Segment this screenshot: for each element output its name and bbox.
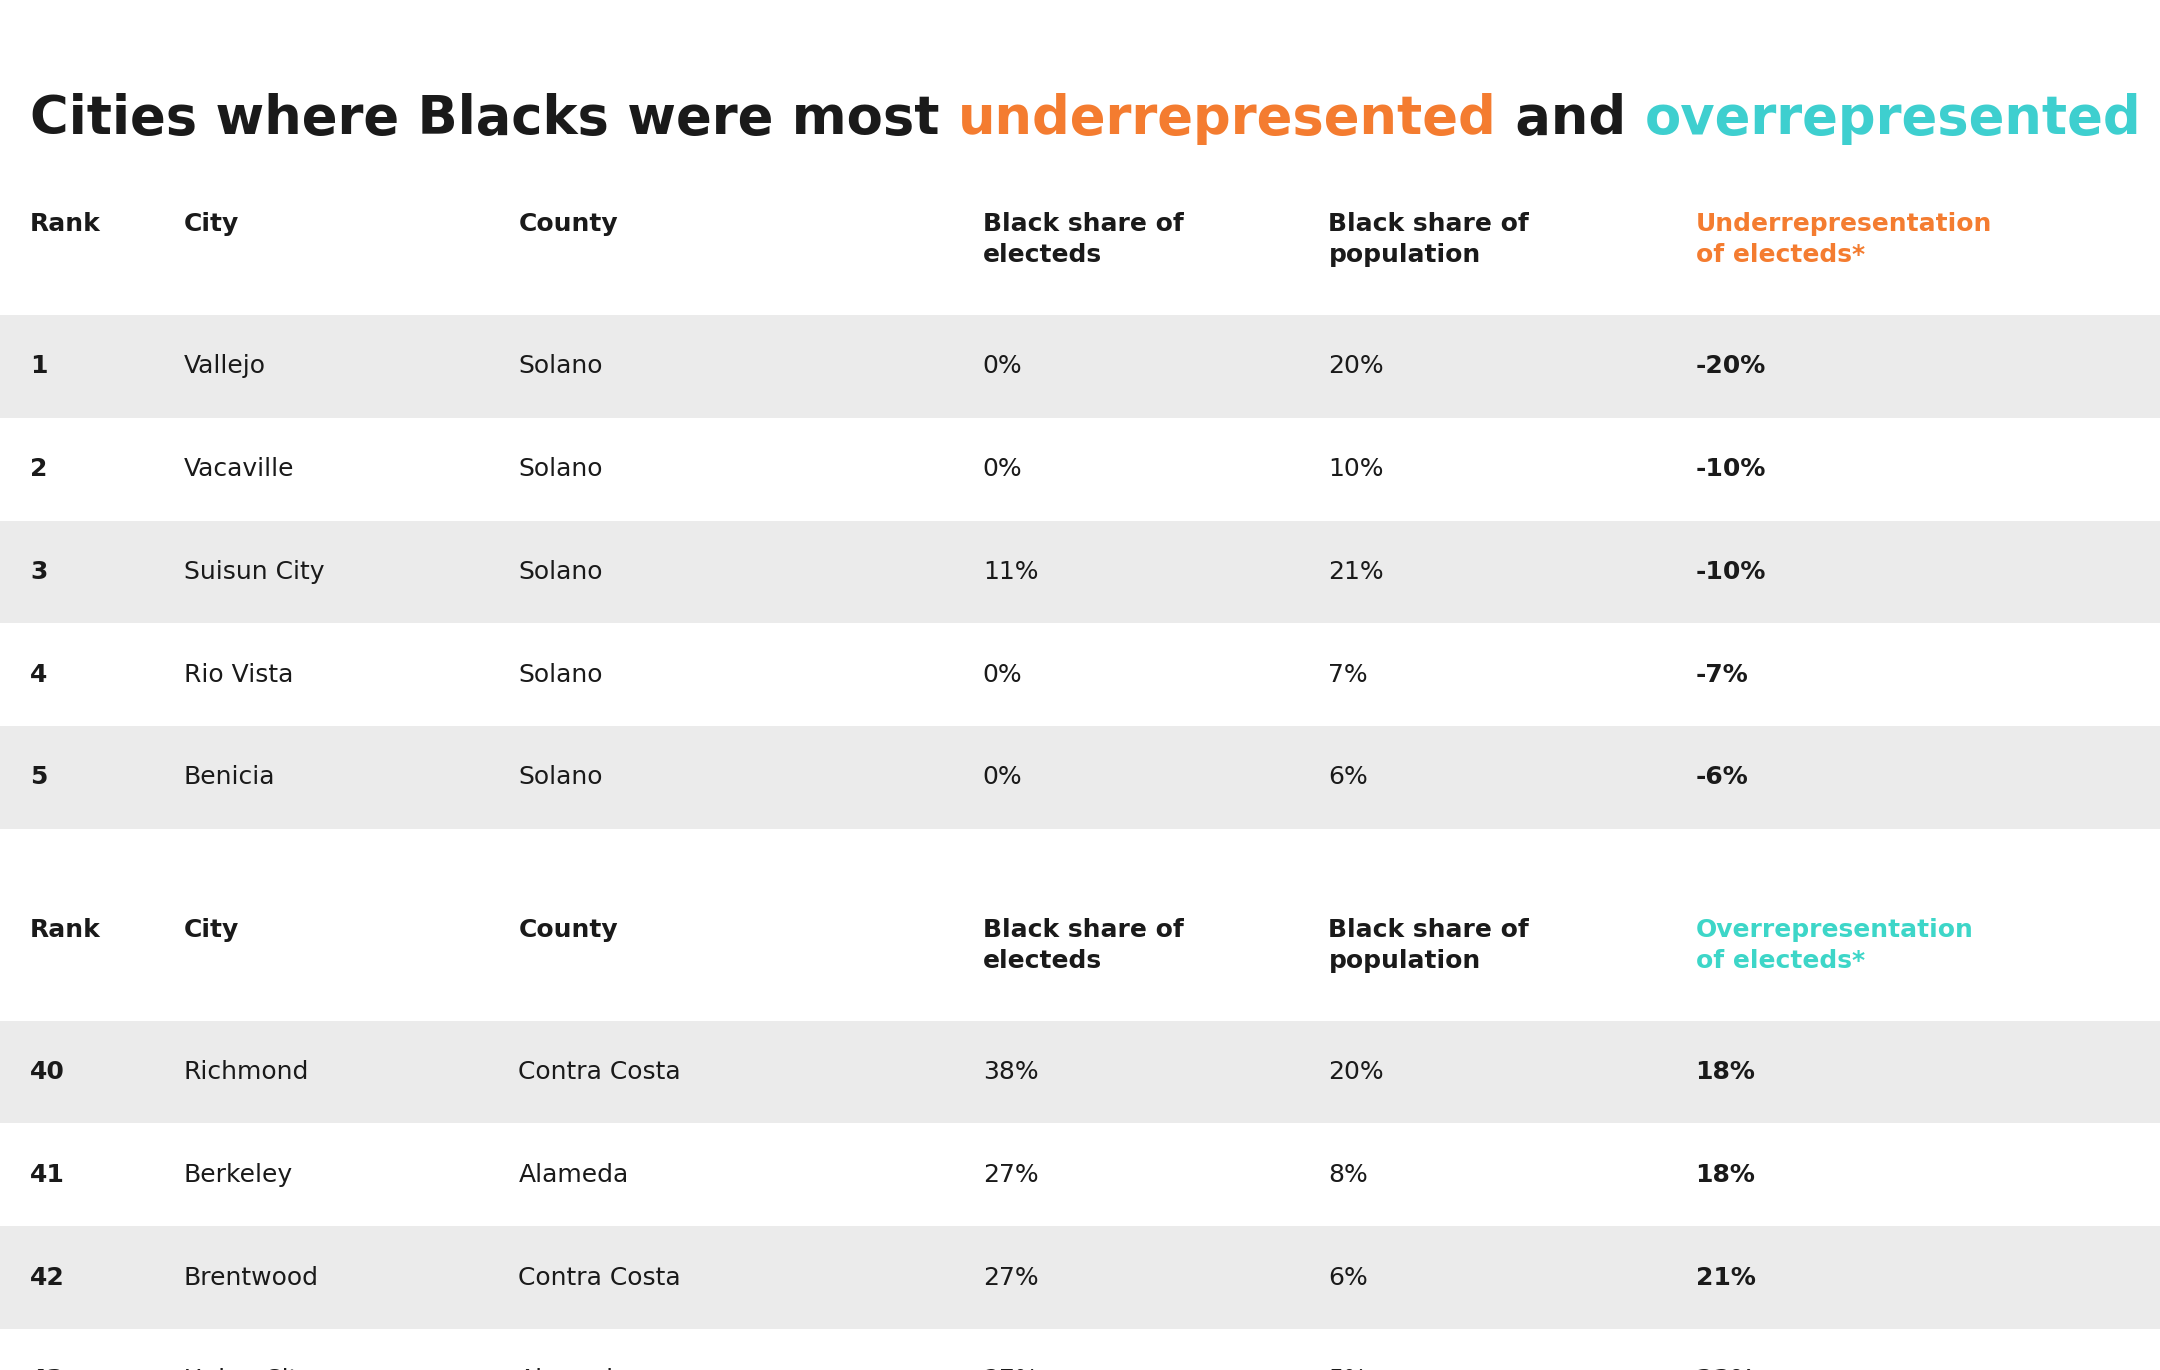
Text: Solano: Solano [518,663,603,686]
Text: 42: 42 [30,1266,65,1289]
Bar [0,1021,2160,1123]
Text: -10%: -10% [1696,560,1767,584]
Bar [0,623,2160,726]
Text: Solano: Solano [518,458,603,481]
Text: 21%: 21% [1328,560,1385,584]
Text: overrepresented: overrepresented [1644,93,2141,145]
Text: 0%: 0% [983,458,1022,481]
Text: 7%: 7% [1328,663,1367,686]
Text: 2: 2 [30,458,48,481]
Bar [0,418,2160,521]
Text: 1: 1 [30,355,48,378]
Text: -20%: -20% [1696,355,1767,378]
Text: 5: 5 [30,766,48,789]
Text: 18%: 18% [1696,1060,1756,1084]
Text: 0%: 0% [983,766,1022,789]
Text: Berkeley: Berkeley [184,1163,294,1186]
Bar [0,521,2160,623]
Text: 3: 3 [30,560,48,584]
Bar [0,315,2160,418]
Text: 6%: 6% [1328,1266,1367,1289]
Text: City: City [184,918,240,943]
Text: County: County [518,918,618,943]
Text: -10%: -10% [1696,458,1767,481]
Text: 4: 4 [30,663,48,686]
Text: Rank: Rank [30,212,102,237]
Text: Richmond: Richmond [184,1060,309,1084]
Text: among electeds: among electeds [2141,93,2160,145]
Text: Black share of
electeds: Black share of electeds [983,212,1184,267]
Text: and: and [1497,93,1644,145]
Text: Rank: Rank [30,918,102,943]
Text: Union City: Union City [184,1369,313,1370]
Bar [0,1329,2160,1370]
Text: Black share of
electeds: Black share of electeds [983,918,1184,973]
Text: Rio Vista: Rio Vista [184,663,294,686]
Text: 43: 43 [30,1369,65,1370]
Text: 20%: 20% [1328,1060,1385,1084]
Text: Solano: Solano [518,766,603,789]
Text: 8%: 8% [1328,1163,1367,1186]
Text: Overrepresentation
of electeds*: Overrepresentation of electeds* [1696,918,1974,973]
Text: 27%: 27% [983,1163,1039,1186]
Text: 18%: 18% [1696,1163,1756,1186]
Bar [0,726,2160,829]
Text: 27%: 27% [983,1266,1039,1289]
Bar [0,1226,2160,1329]
Text: Underrepresentation
of electeds*: Underrepresentation of electeds* [1696,212,1992,267]
Text: 5%: 5% [1328,1369,1367,1370]
Text: Solano: Solano [518,355,603,378]
Text: 40: 40 [30,1060,65,1084]
Text: Contra Costa: Contra Costa [518,1060,680,1084]
Text: -7%: -7% [1696,663,1747,686]
Text: -6%: -6% [1696,766,1747,789]
Text: 0%: 0% [983,663,1022,686]
Text: County: County [518,212,618,237]
Text: Vallejo: Vallejo [184,355,266,378]
Text: 21%: 21% [1696,1266,1756,1289]
Text: Black share of
population: Black share of population [1328,212,1529,267]
Text: Cities where Blacks were most: Cities where Blacks were most [30,93,959,145]
Text: Solano: Solano [518,560,603,584]
Text: 20%: 20% [1328,355,1385,378]
Text: Suisun City: Suisun City [184,560,324,584]
Text: City: City [184,212,240,237]
Text: Alameda: Alameda [518,1369,629,1370]
Text: Brentwood: Brentwood [184,1266,320,1289]
Text: 27%: 27% [983,1369,1039,1370]
Text: Vacaville: Vacaville [184,458,294,481]
Text: 38%: 38% [983,1060,1039,1084]
Text: 0%: 0% [983,355,1022,378]
Text: Alameda: Alameda [518,1163,629,1186]
Text: Contra Costa: Contra Costa [518,1266,680,1289]
Text: 11%: 11% [983,560,1039,584]
Text: Black share of
population: Black share of population [1328,918,1529,973]
Text: 6%: 6% [1328,766,1367,789]
Bar [0,1123,2160,1226]
Text: 41: 41 [30,1163,65,1186]
Text: 10%: 10% [1328,458,1385,481]
Text: underrepresented: underrepresented [959,93,1497,145]
Text: Benicia: Benicia [184,766,274,789]
Text: 22%: 22% [1696,1369,1756,1370]
